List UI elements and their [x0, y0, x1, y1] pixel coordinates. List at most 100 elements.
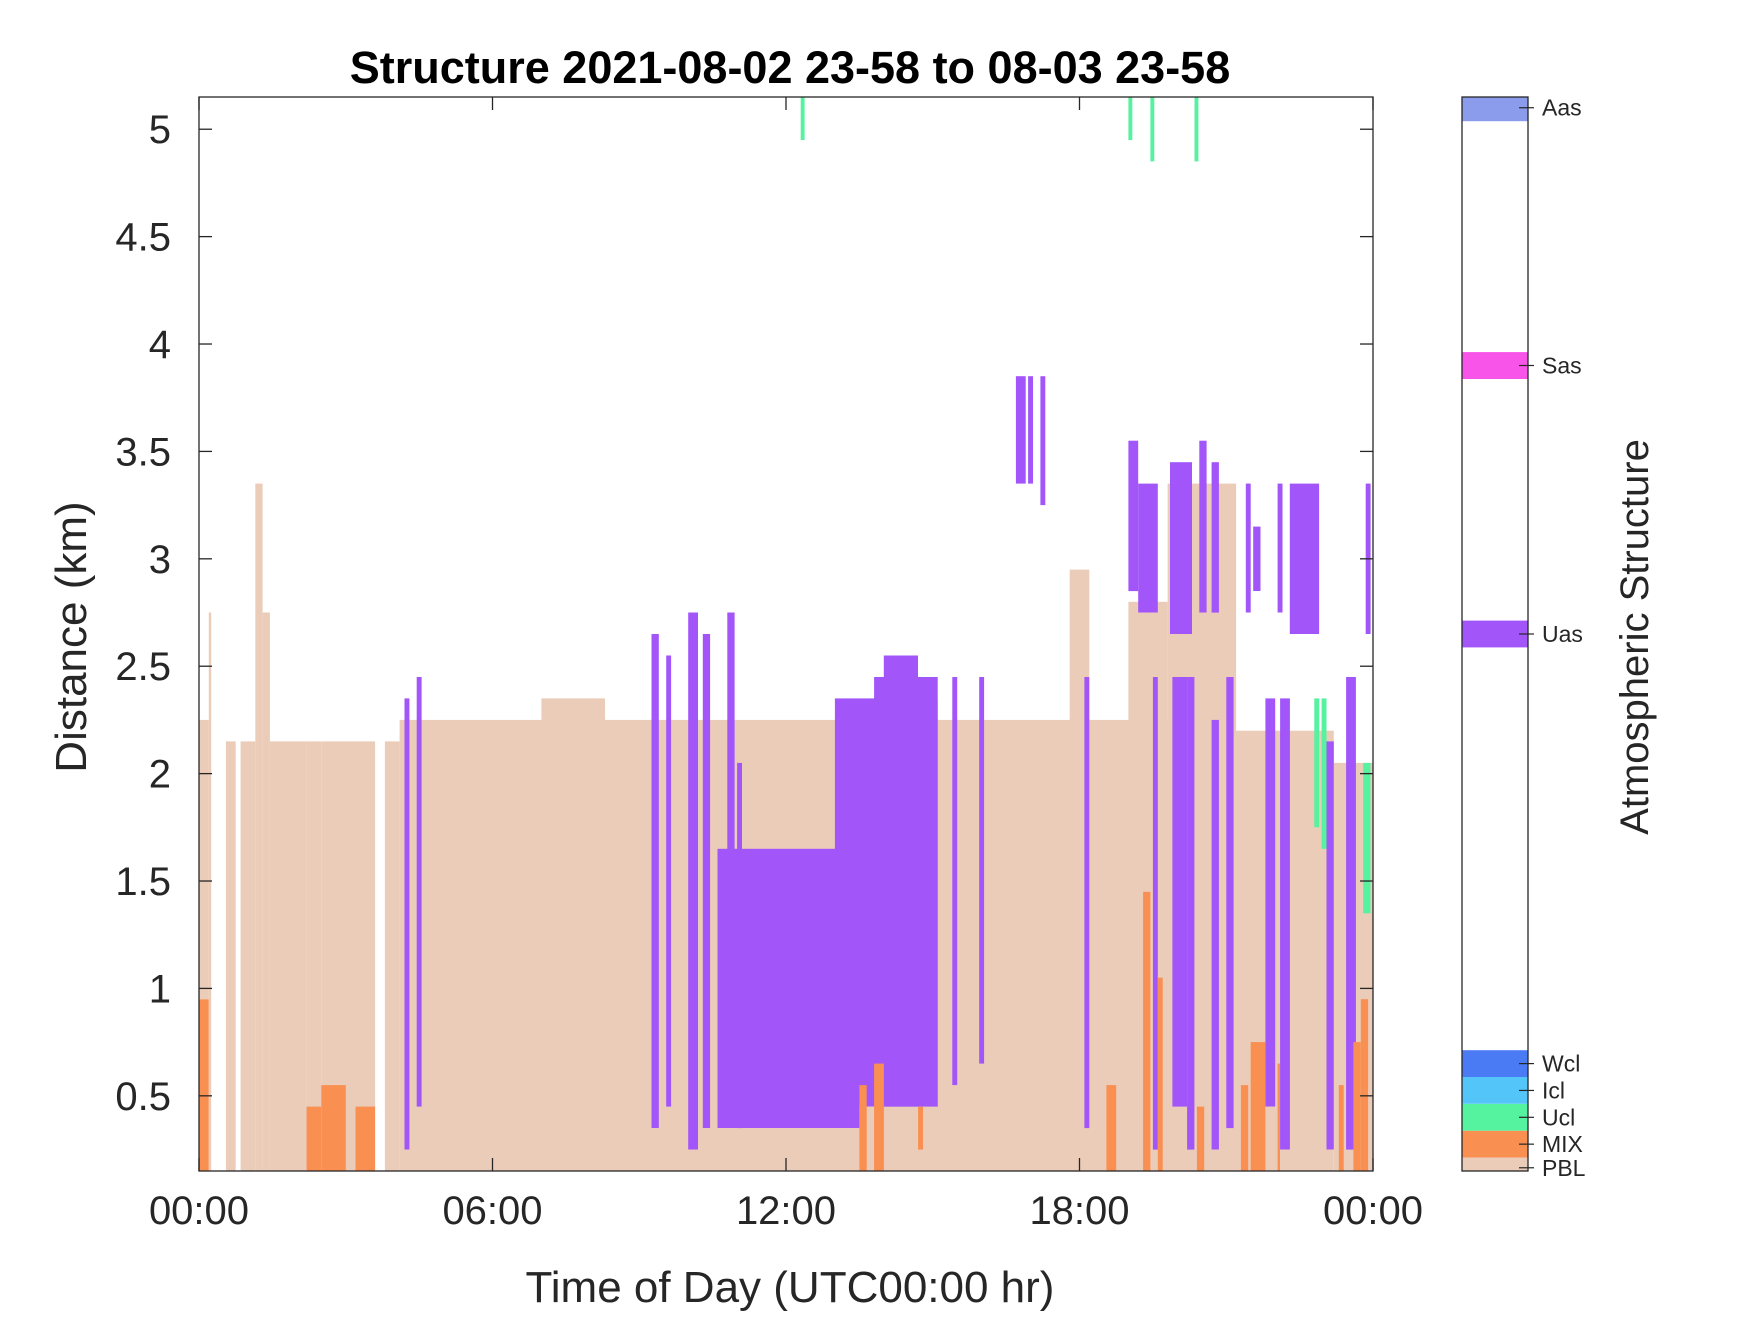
- segment-uas: [1346, 677, 1356, 1150]
- segment-uas: [727, 612, 735, 1128]
- colorbar-tick-label: Sas: [1542, 353, 1582, 379]
- segment-mix: [1338, 1085, 1344, 1171]
- segment-uas: [1152, 677, 1158, 1150]
- segment-uas: [404, 698, 410, 1150]
- y-tick-label: 2: [149, 753, 171, 797]
- colorbar-swatch-pbl: [1462, 1154, 1528, 1171]
- segment-uas: [416, 677, 422, 1107]
- segment-pbl: [255, 483, 263, 1172]
- segment-pbl: [199, 719, 209, 1000]
- segment-uas: [1265, 698, 1276, 1107]
- segment-uas: [1084, 677, 1090, 1129]
- segment-pbl: [225, 741, 236, 1171]
- segment-ucl: [1128, 97, 1133, 140]
- segment-uas: [1326, 741, 1334, 1150]
- segment-ucl: [1314, 698, 1320, 828]
- colorbar-tick-label: Aas: [1542, 95, 1582, 121]
- segment-uas: [883, 655, 918, 1107]
- segment-mix: [355, 1106, 376, 1171]
- segment-pbl: [1069, 569, 1090, 1171]
- segment-ucl: [800, 97, 805, 140]
- colorbar-tick-label: Uas: [1542, 621, 1583, 647]
- colorbar-swatch-mix: [1462, 1130, 1528, 1158]
- segment-uas: [1028, 376, 1033, 484]
- segment-uas: [979, 677, 985, 1064]
- segment-uas: [1211, 719, 1219, 1150]
- segment-uas: [1289, 483, 1320, 634]
- segment-uas: [702, 634, 711, 1128]
- segment-uas: [651, 634, 659, 1128]
- segment-mix: [1277, 1063, 1280, 1171]
- segment-uas: [666, 655, 672, 1107]
- segment-uas: [1170, 462, 1192, 634]
- y-axis-label: Distance (km): [47, 501, 96, 772]
- segment-mix: [306, 1106, 322, 1171]
- colorbar-tick-label: Icl: [1542, 1077, 1565, 1103]
- x-tick-label: 00:00: [1323, 1189, 1423, 1233]
- segment-uas: [1172, 677, 1188, 1107]
- segment-mix: [1250, 1042, 1266, 1171]
- segment-uas: [1245, 483, 1251, 613]
- colorbar-swatch-uas: [1462, 620, 1528, 648]
- segment-mix: [199, 999, 209, 1171]
- segment-mix: [918, 1106, 923, 1150]
- colorbar-tick-label: Ucl: [1542, 1104, 1575, 1130]
- segment-mix: [321, 1085, 346, 1171]
- segment-uas: [1277, 483, 1283, 613]
- colorbar-label: Atmospheric Structure: [1613, 439, 1657, 835]
- colorbar-tick-label: PBL: [1542, 1155, 1586, 1181]
- segment-uas: [1187, 677, 1195, 1150]
- colorbar-tick-label: Wcl: [1542, 1051, 1580, 1077]
- segment-uas: [1128, 440, 1139, 592]
- colorbar-swatch-aas: [1462, 97, 1528, 122]
- segment-mix: [1157, 977, 1163, 1171]
- segment-pbl: [384, 741, 400, 1171]
- segment-pbl: [262, 612, 270, 1171]
- x-tick-label: 12:00: [736, 1189, 836, 1233]
- x-tick-label: 00:00: [149, 1189, 249, 1233]
- y-tick-label: 0.5: [115, 1075, 171, 1119]
- axes: 00:00 06:00 12:00 18:00 00:00 0.5 1 1.5 2 2.5 3 3.5…: [115, 96, 1423, 1233]
- segment-pbl: [269, 741, 307, 1171]
- colorbar-swatch-wcl: [1462, 1050, 1528, 1077]
- segment-mix: [1196, 1106, 1205, 1171]
- segment-pbl: [306, 741, 322, 1171]
- segment-pbl: [399, 719, 542, 1171]
- segment-uas: [1253, 526, 1261, 591]
- y-tick-label: 3.5: [115, 430, 171, 474]
- y-tick-label: 5: [149, 108, 171, 152]
- y-tick-label: 1: [149, 967, 171, 1011]
- segment-ucl: [1363, 762, 1371, 914]
- segment-mix: [859, 1085, 867, 1171]
- colorbar-tick-label: MIX: [1542, 1131, 1583, 1157]
- y-tick-label: 1.5: [115, 860, 171, 904]
- segment-uas: [1226, 677, 1234, 1129]
- segment-ucl: [1150, 97, 1155, 162]
- segment-pbl: [240, 741, 256, 1171]
- y-tick-label: 4: [149, 323, 171, 367]
- segment-uas: [1138, 483, 1158, 613]
- chart-title: Structure 2021-08-02 23-58 to 08-03 23-5…: [350, 42, 1231, 93]
- segment-uas: [1040, 376, 1046, 506]
- segment-mix: [1240, 1085, 1249, 1171]
- colorbar-frame: [1461, 96, 1529, 1172]
- x-axis-label: Time of Day (UTC00:00 hr): [526, 1263, 1055, 1312]
- y-tick-label: 2.5: [115, 645, 171, 689]
- y-tick-label: 4.5: [115, 216, 171, 260]
- segment-uas: [952, 677, 958, 1086]
- segment-uas: [737, 762, 742, 1129]
- segment-uas: [1015, 376, 1026, 484]
- segment-mix: [1106, 1085, 1117, 1171]
- segment-pbl: [541, 698, 605, 1171]
- colorbar-swatch-ucl: [1462, 1103, 1528, 1131]
- segment-pbl: [208, 612, 212, 1171]
- segment-mix: [1353, 1042, 1361, 1171]
- segment-ucl: [1194, 97, 1199, 162]
- segment-uas: [1199, 440, 1207, 613]
- segment-uas: [688, 612, 698, 1150]
- segment-ucl: [1321, 698, 1327, 849]
- segment-uas: [1211, 462, 1219, 613]
